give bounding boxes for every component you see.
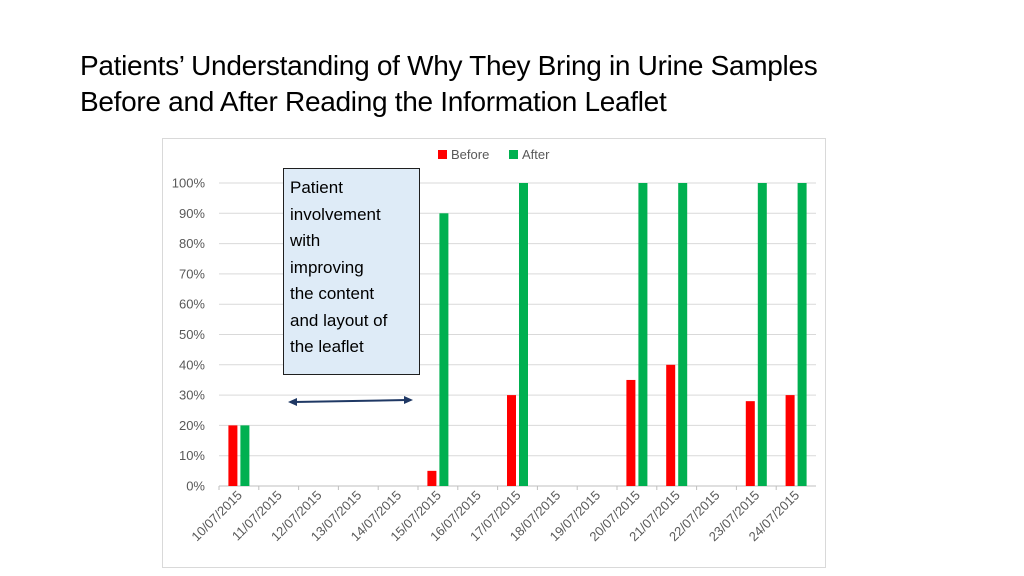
y-tick-label: 10%	[179, 448, 205, 463]
annotation-line: involvement	[290, 204, 381, 224]
arrow-head-right	[404, 396, 413, 404]
y-tick-label: 100%	[172, 176, 206, 191]
legend-swatch-after	[509, 150, 518, 159]
annotation-line: Patient	[290, 178, 343, 197]
title-line-2: Before and After Reading the Information…	[80, 86, 667, 117]
bar-before	[745, 401, 755, 486]
bar-before	[666, 364, 676, 486]
y-tick-label: 80%	[179, 236, 205, 251]
bar-before	[228, 425, 238, 486]
y-tick-label: 0%	[186, 479, 205, 494]
x-axis-tick-labels: 10/07/201511/07/201512/07/201513/07/2015…	[188, 488, 802, 545]
y-tick-label: 70%	[179, 266, 205, 281]
bars	[228, 183, 807, 487]
bar-before	[427, 470, 437, 486]
bar-after	[797, 183, 807, 486]
y-tick-label: 50%	[179, 327, 205, 342]
annotation-line: and layout of	[290, 310, 388, 330]
legend-label-before: Before	[451, 147, 489, 162]
bar-before	[626, 379, 636, 486]
bar-before	[507, 395, 516, 486]
annotation-line: the leaflet	[290, 337, 364, 356]
bar-after	[678, 183, 688, 486]
double-arrow	[288, 396, 413, 406]
arrow-shaft	[293, 399, 408, 403]
bar-after	[439, 213, 449, 487]
y-tick-label: 60%	[179, 297, 205, 312]
annotation-line: improving	[290, 257, 364, 277]
legend-swatch-before	[438, 150, 447, 159]
bar-before	[785, 395, 795, 486]
legend-label-after: After	[522, 147, 550, 162]
y-tick-label: 90%	[179, 206, 205, 221]
arrow-head-left	[288, 398, 297, 406]
bar-after	[757, 183, 767, 486]
annotation-line: the content	[290, 284, 375, 303]
annotation-box: Patient involvement with improving the c…	[283, 168, 420, 375]
annotation-line: with	[290, 231, 321, 250]
bar-after	[638, 183, 648, 486]
bar-after	[519, 183, 528, 486]
y-tick-label: 30%	[179, 388, 205, 403]
y-tick-label: 20%	[179, 418, 205, 433]
title-line-1: Patients’ Understanding of Why They Brin…	[80, 50, 818, 81]
chart-frame	[162, 138, 826, 568]
bar-after	[240, 425, 250, 486]
legend: Before After	[438, 147, 550, 162]
y-axis-tick-labels: 0% 10% 20% 30% 40% 50% 60% 70% 80% 90% 100%	[172, 176, 206, 494]
y-tick-label: 40%	[179, 357, 205, 372]
slide-title: Patients’ Understanding of Why They Brin…	[80, 48, 980, 120]
